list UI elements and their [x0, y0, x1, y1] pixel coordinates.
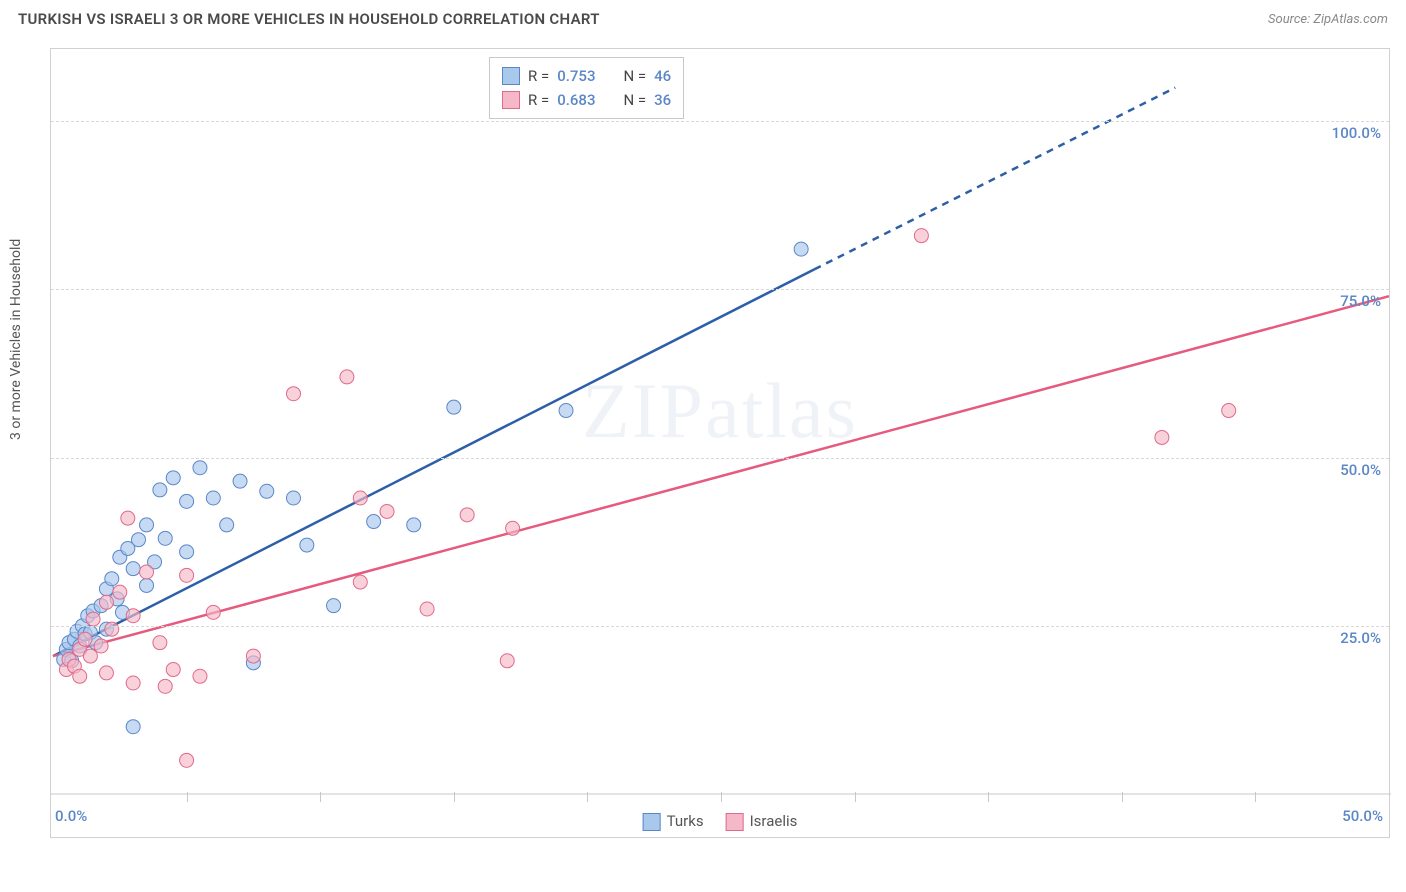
y-tick-label: 100.0%	[1332, 124, 1381, 142]
y-tick-label: 75.0%	[1340, 292, 1381, 310]
x-tick	[320, 792, 321, 802]
x-tick	[1255, 792, 1256, 802]
y-tick-label: 50.0%	[1340, 461, 1381, 479]
chart-title: TURKISH VS ISRAELI 3 OR MORE VEHICLES IN…	[18, 10, 600, 28]
x-tick-label: 0.0%	[55, 807, 87, 825]
x-tick	[721, 792, 722, 802]
x-tick-label: 50.0%	[1342, 807, 1383, 825]
y-tick-label: 25.0%	[1340, 629, 1381, 647]
x-tick	[187, 792, 188, 802]
legend-item: Israelis	[726, 812, 798, 831]
scatter-plot	[51, 49, 1391, 839]
x-tick	[587, 792, 588, 802]
x-tick	[454, 792, 455, 802]
x-tick	[855, 792, 856, 802]
legend-stat-row: R =0.683N =36	[502, 88, 671, 112]
x-tick	[988, 792, 989, 802]
legend-stats: R =0.753N =46R =0.683N =36	[489, 57, 684, 119]
legend-series: Turks Israelis	[643, 812, 798, 831]
chart-area: ZIPatlas R =0.753N =46R =0.683N =36 Turk…	[50, 48, 1390, 838]
gridline	[51, 121, 1389, 122]
legend-stat-row: R =0.753N =46	[502, 64, 671, 88]
gridline	[51, 458, 1389, 459]
source-label: Source: ZipAtlas.com	[1268, 12, 1388, 27]
gridline	[51, 289, 1389, 290]
y-axis-label: 3 or more Vehicles in Household	[8, 239, 24, 440]
legend-item: Turks	[643, 812, 704, 831]
x-tick	[1122, 792, 1123, 802]
gridline	[51, 626, 1389, 627]
